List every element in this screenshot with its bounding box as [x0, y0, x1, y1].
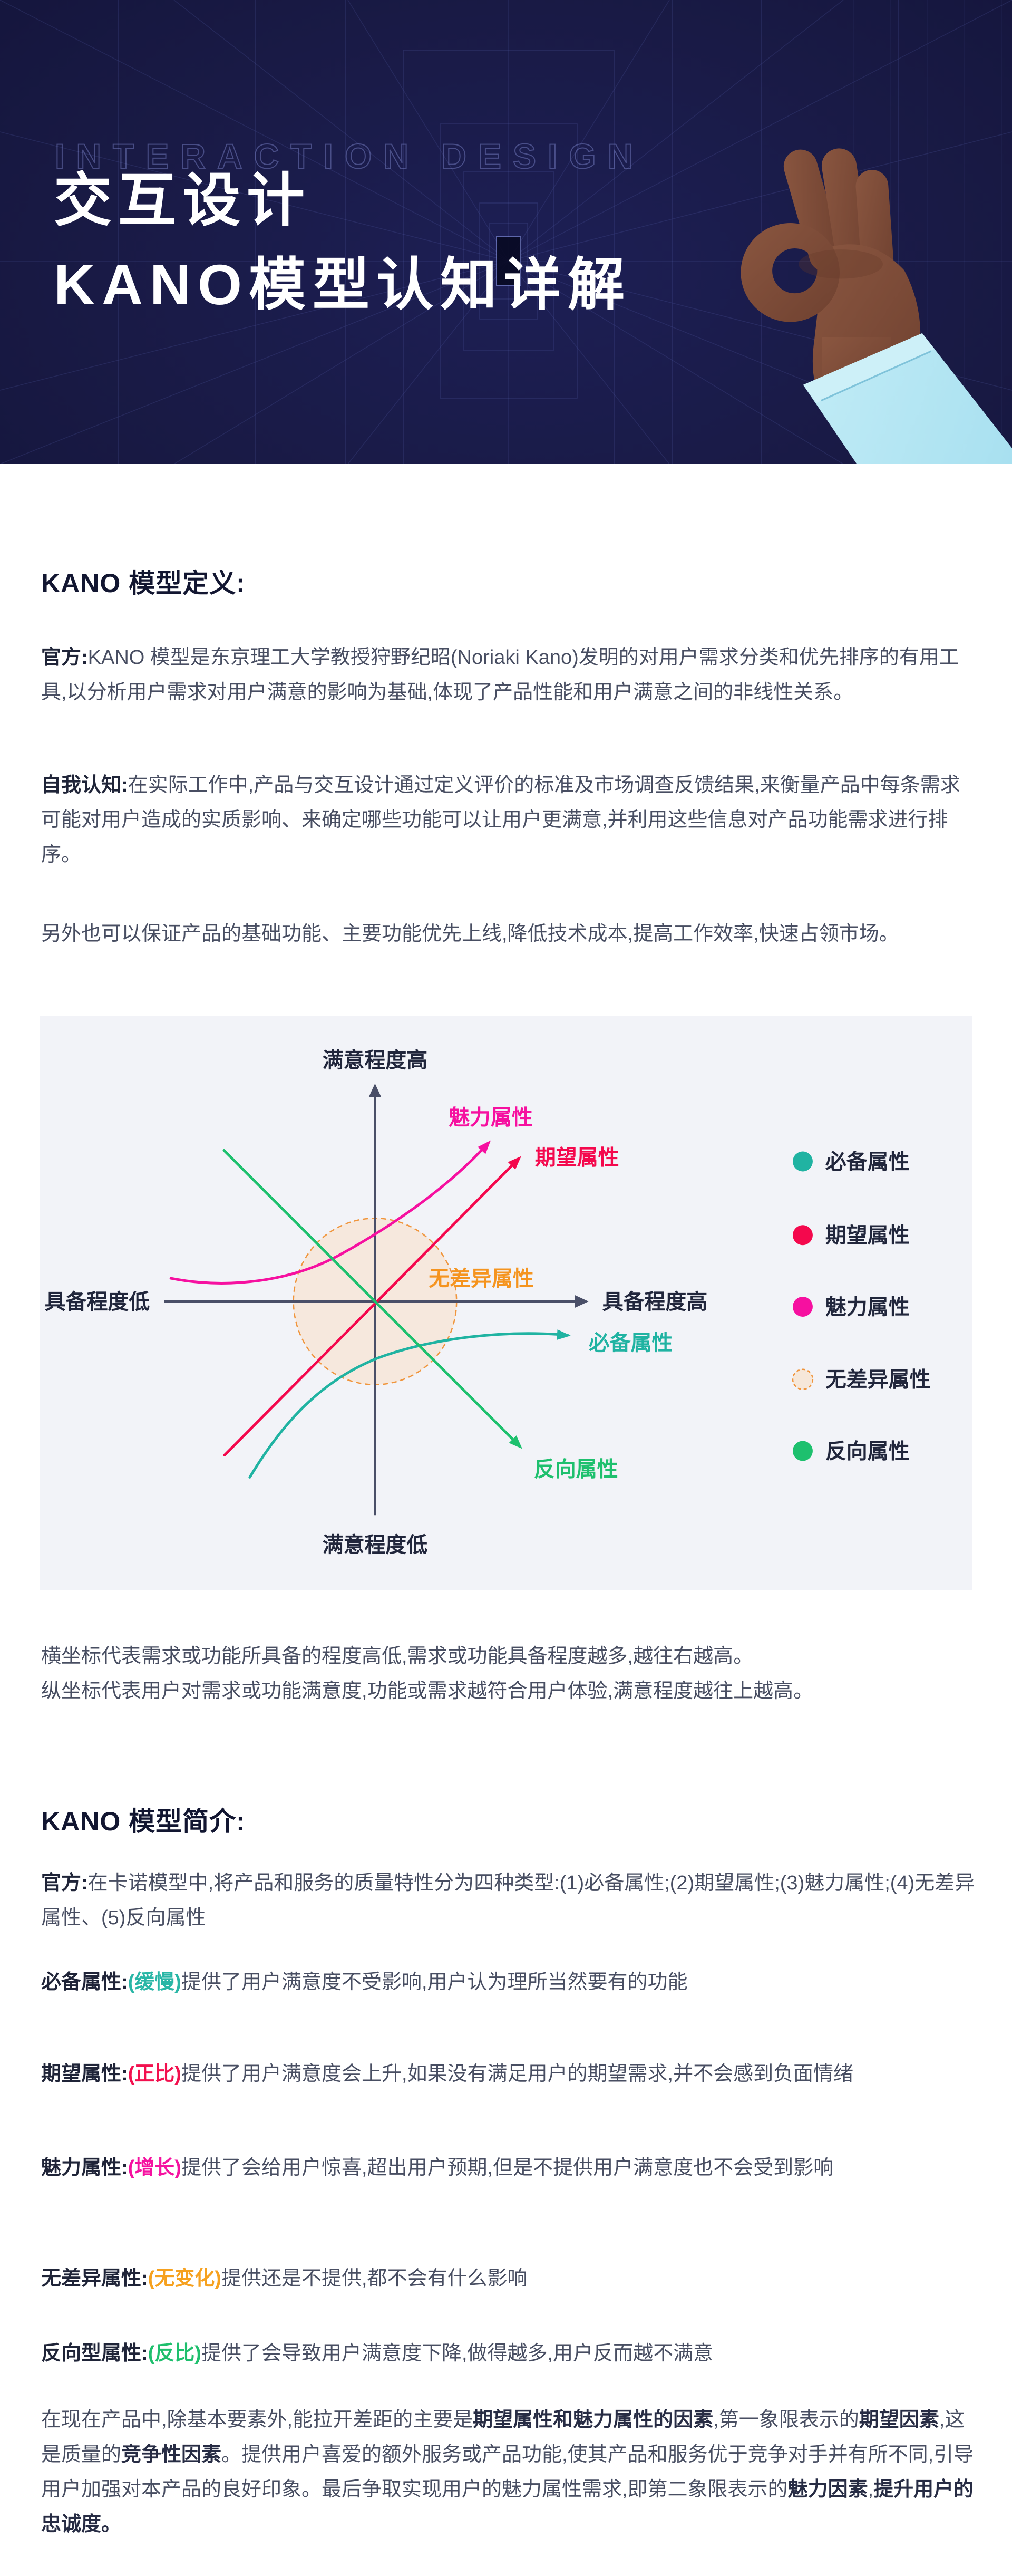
legend-item-label: 反向属性 — [825, 1440, 910, 1463]
paragraph-attract-attribute: 魅力属性:(增长)提供了会给用户惊喜,超出用户预期,但是不提供用户满意度也不会受… — [41, 2150, 975, 2185]
legend-item-label: 必备属性 — [825, 1150, 910, 1173]
legend-dot-icon — [793, 1297, 813, 1317]
legend-item-label: 魅力属性 — [825, 1296, 910, 1319]
axis-x-arrow-icon — [575, 1295, 589, 1308]
axis-note-line2: 纵坐标代表用户对需求或功能满意度,功能或需求越符合用户体验,满意程度越往上越高。 — [41, 1674, 975, 1709]
legend-dot-icon — [793, 1151, 813, 1172]
text-segment: 魅力属性: — [41, 2157, 128, 2179]
legend-dot-icon — [793, 1441, 813, 1461]
curve-label: 反向属性 — [534, 1458, 618, 1481]
zone-label: 无差异属性 — [429, 1267, 534, 1290]
curve-arrow-icon — [478, 1140, 491, 1154]
text-segment: 横坐标代表需求或功能所具备的程度高低,需求或功能具备程度越多,越往右越高。 — [41, 1645, 754, 1667]
text-segment: (无变化) — [148, 2268, 221, 2290]
axis-label: 满意程度低 — [323, 1533, 428, 1557]
text-segment: 期望因素 — [859, 2409, 939, 2431]
text-segment: 官方: — [41, 647, 88, 669]
axis-y-arrow-icon — [368, 1083, 382, 1097]
curve-必备属性 — [248, 1332, 569, 1479]
curve-期望属性 — [223, 1159, 519, 1456]
text-segment: 提供了会导致用户满意度下降,做得越多,用户反而越不满意 — [201, 2342, 714, 2365]
text-segment: 必备属性: — [41, 1971, 128, 1993]
axis-label: 具备程度高 — [602, 1290, 708, 1314]
text-segment: 在卡诺模型中,将产品和服务的质量特性分为四种类型:(1)必备属性;(2)期望属性… — [41, 1872, 975, 1929]
text-segment: 纵坐标代表用户对需求或功能满意度,功能或需求越符合用户体验,满意程度越往上越高。 — [41, 1680, 814, 1702]
axis-label: 满意程度高 — [323, 1049, 428, 1072]
text-segment: 官方: — [41, 1872, 88, 1894]
paragraph-expect-attribute: 期望属性:(正比)提供了用户满意度会上升,如果没有满足用户的期望需求,并不会感到… — [41, 2057, 975, 2091]
curve-反向属性 — [222, 1149, 520, 1446]
text-segment: (反比) — [148, 2342, 201, 2365]
page-title-line2: KANO模型认知详解 — [54, 253, 631, 316]
text-segment: 自我认知: — [41, 774, 128, 796]
text-segment: 在现在产品中,除基本要素外,能拉开差距的主要是 — [41, 2409, 473, 2431]
section-heading-intro: KANO 模型简介: — [41, 1806, 246, 1836]
paragraph-reverse-attribute: 反向型属性:(反比)提供了会导致用户满意度下降,做得越多,用户反而越不满意 — [41, 2336, 975, 2371]
paragraph-self-cognition: 自我认知:在实际工作中,产品与交互设计通过定义评价的标准及市场调查反馈结果,来衡… — [41, 768, 975, 872]
text-segment: 提供了会给用户惊喜,超出用户预期,但是不提供用户满意度也不会受到影响 — [181, 2157, 834, 2179]
axis-label: 具备程度低 — [45, 1290, 150, 1314]
text-segment: 提供了用户满意度不受影响,用户认为理所当然要有的功能 — [181, 1971, 688, 1993]
curve-label: 必备属性 — [589, 1332, 673, 1355]
text-segment: 无差异属性: — [41, 2268, 148, 2290]
text-segment: 在实际工作中,产品与交互设计通过定义评价的标准及市场调查反馈结果,来衡量产品中每… — [41, 774, 960, 866]
text-segment: 提供还是不提供,都不会有什么影响 — [221, 2268, 528, 2290]
text-segment: (缓慢) — [128, 1971, 181, 1993]
paragraph-extra-benefit: 另外也可以保证产品的基础功能、主要功能优先上线,降低技术成本,提高工作效率,快速… — [41, 916, 975, 951]
axis-note-line1: 横坐标代表需求或功能所具备的程度高低,需求或功能具备程度越多,越往右越高。 — [41, 1639, 975, 1674]
text-segment: KANO 模型是东京理工大学教授狩野纪昭(Noriaki Kano)发明的对用户… — [41, 647, 959, 703]
text-segment: , — [868, 2478, 874, 2501]
legend-item-label: 无差异属性 — [825, 1368, 931, 1392]
text-segment: 竞争性因素 — [121, 2444, 222, 2466]
page-title-line1: 交互设计 — [54, 168, 311, 233]
legend-dot-icon — [793, 1225, 813, 1246]
curve-label: 魅力属性 — [449, 1106, 533, 1130]
text-segment: 魅力因素 — [787, 2478, 868, 2501]
perspective-grid — [0, 0, 1012, 464]
text-segment: ,第一象限表示的 — [713, 2409, 859, 2431]
text-segment: 期望属性: — [41, 2063, 128, 2085]
text-segment: 提供了用户满意度会上升,如果没有满足用户的期望需求,并不会感到负面情绪 — [181, 2063, 854, 2085]
watermark-text: INTERACTION DESIGN — [54, 136, 645, 176]
section-heading-definition: KANO 模型定义: — [41, 568, 246, 598]
paragraph-intro-official: 官方:在卡诺模型中,将产品和服务的质量特性分为四种类型:(1)必备属性;(2)期… — [41, 1866, 975, 1935]
legend-item-label: 期望属性 — [825, 1224, 910, 1247]
curve-label: 期望属性 — [535, 1146, 619, 1169]
curve-魅力属性 — [169, 1142, 489, 1285]
curve-arrow-icon — [508, 1156, 521, 1170]
paragraph-must-attribute: 必备属性:(缓慢)提供了用户满意度不受影响,用户认为理所当然要有的功能 — [41, 1965, 975, 2000]
kano-chart-panel: 满意程度高 满意程度低 具备程度低 具备程度高 魅力属性 期望属性 必备属性 反向属性 无差异属… — [40, 1016, 972, 1590]
paragraph-axis-note: 横坐标代表需求或功能所具备的程度高低,需求或功能具备程度越多,越往右越高。 纵坐… — [41, 1639, 975, 1709]
text-segment: (正比) — [128, 2063, 181, 2085]
hero-banner: INTERACTION DESIGN 交互设计 KANO模型认知详解 — [0, 0, 1012, 464]
paragraph-indifferent-attribute: 无差异属性:(无变化)提供还是不提供,都不会有什么影响 — [41, 2261, 975, 2296]
text-segment: ,这是质量的 — [41, 2409, 965, 2466]
curve-arrow-icon — [509, 1435, 522, 1449]
paragraph-summary: 在现在产品中,除基本要素外,能拉开差距的主要是期望属性和魅力属性的因素,第一象限… — [41, 2403, 975, 2542]
paragraph-official-definition: 官方:KANO 模型是东京理工大学教授狩野纪昭(Noriaki Kano)发明的… — [41, 640, 975, 710]
legend-dot-icon — [792, 1368, 814, 1390]
text-segment: (增长) — [128, 2157, 181, 2179]
ok-hand-icon — [741, 148, 1012, 464]
text-segment: 。提供用户喜爱的额外服务或产品功能,使其产品和服务优于竞争对手并有所不同,引导用… — [41, 2444, 974, 2501]
text-segment: 另外也可以保证产品的基础功能、主要功能优先上线,降低技术成本,提高工作效率,快速… — [41, 923, 899, 945]
curve-arrow-icon — [557, 1329, 571, 1340]
text-segment: 期望属性和魅力属性的因素 — [473, 2409, 714, 2431]
text-segment: 提升用户的忠诚度。 — [41, 2478, 974, 2535]
text-segment: 反向型属性: — [41, 2342, 148, 2365]
